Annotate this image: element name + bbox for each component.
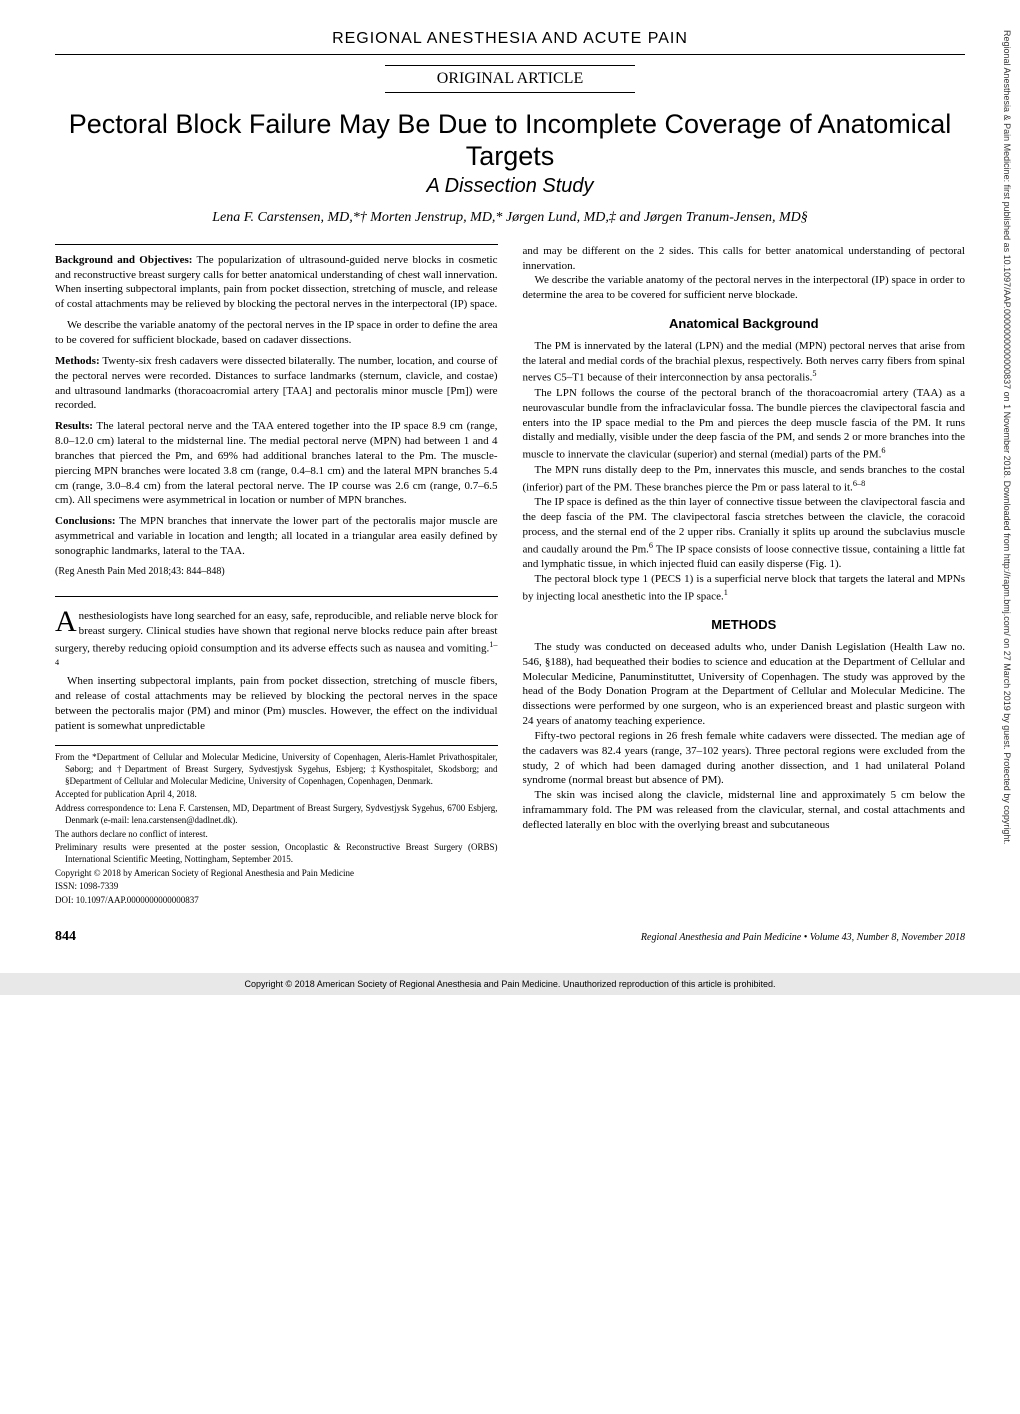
methods-text: Twenty-six fresh cadavers were dissected… — [55, 355, 498, 412]
anat-p2: The LPN follows the course of the pector… — [523, 387, 966, 461]
concl-label: Conclusions: — [55, 515, 116, 527]
page-footer: 844 Regional Anesthesia and Pain Medicin… — [55, 929, 965, 945]
anat-heading: Anatomical Background — [523, 315, 966, 333]
section-label: REGIONAL ANESTHESIA AND ACUTE PAIN — [55, 30, 965, 55]
dropcap: A — [55, 609, 79, 635]
intro-p1: nesthesiologists have long searched for … — [55, 610, 498, 654]
methods-heading: METHODS — [523, 616, 966, 634]
methods-p2: Fifty-two pectoral regions in 26 fresh f… — [523, 729, 966, 788]
anat-p1: The PM is innervated by the lateral (LPN… — [523, 340, 966, 384]
right-column: and may be different on the 2 sides. Thi… — [523, 244, 966, 909]
fn-3: Address correspondence to: Lena F. Carst… — [55, 803, 498, 826]
download-sidebar: Regional Anesthesia & Pain Medicine: fir… — [1002, 30, 1012, 1380]
methods-label: Methods: — [55, 355, 100, 367]
abstract-box: Background and Objectives: The populariz… — [55, 244, 498, 598]
bg-label: Background and Objectives: — [55, 254, 192, 266]
col2-p2: We describe the variable anatomy of the … — [523, 273, 966, 303]
results-label: Results: — [55, 420, 93, 432]
anat-ref3: 6–8 — [853, 479, 865, 488]
results-text: The lateral pectoral nerve and the TAA e… — [55, 420, 498, 506]
footnotes: From the *Department of Cellular and Mol… — [55, 745, 498, 906]
copyright-bar: Copyright © 2018 American Society of Reg… — [0, 973, 1020, 995]
methods-p3: The skin was incised along the clavicle,… — [523, 788, 966, 833]
bg-text2: We describe the variable anatomy of the … — [55, 318, 498, 348]
left-column: Background and Objectives: The populariz… — [55, 244, 498, 909]
article-subtitle: A Dissection Study — [55, 175, 965, 198]
fn-7: ISSN: 1098-7339 — [55, 881, 498, 893]
page-number: 844 — [55, 929, 76, 945]
article-type: ORIGINAL ARTICLE — [385, 65, 635, 93]
concl-text: The MPN branches that innervate the lowe… — [55, 515, 498, 557]
fn-5: Preliminary results were presented at th… — [55, 842, 498, 865]
anat-p5: The pectoral block type 1 (PECS 1) is a … — [523, 573, 966, 603]
article-title: Pectoral Block Failure May Be Due to Inc… — [55, 108, 965, 173]
abstract-citation: (Reg Anesth Pain Med 2018;43: 844–848) — [55, 565, 498, 579]
fn-2: Accepted for publication April 4, 2018. — [55, 789, 498, 801]
methods-p1: The study was conducted on deceased adul… — [523, 640, 966, 729]
anat-p3: The MPN runs distally deep to the Pm, in… — [523, 464, 966, 494]
fn-4: The authors declare no conflict of inter… — [55, 829, 498, 841]
anat-ref1: 5 — [812, 369, 816, 378]
anat-ref5: 1 — [724, 588, 728, 597]
intro-p2: When inserting subpectoral implants, pai… — [55, 674, 498, 733]
col2-p1: and may be different on the 2 sides. Thi… — [523, 244, 966, 274]
anat-ref2: 6 — [881, 446, 885, 455]
authors-line: Lena F. Carstensen, MD,*† Morten Jenstru… — [55, 210, 965, 226]
fn-6: Copyright © 2018 by American Society of … — [55, 868, 498, 880]
journal-info: Regional Anesthesia and Pain Medicine • … — [641, 932, 965, 943]
fn-1: From the *Department of Cellular and Mol… — [55, 752, 498, 787]
fn-8: DOI: 10.1097/AAP.0000000000000837 — [55, 895, 498, 907]
